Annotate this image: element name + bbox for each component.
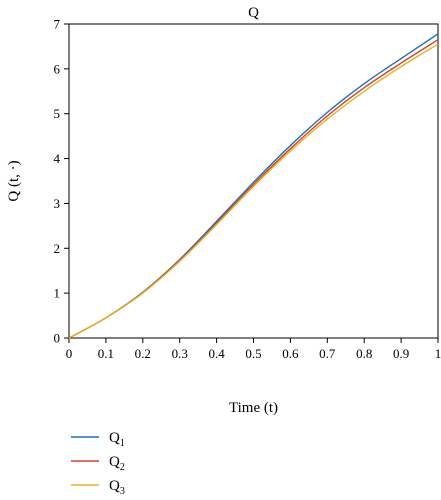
y-tick-label: 3 [54, 196, 61, 211]
y-axis-title: Q (t, ·) [6, 160, 22, 201]
x-tick-label: 1 [435, 346, 441, 361]
series-line-q3 [68, 43, 439, 339]
x-tick-label: 0.5 [245, 346, 261, 361]
x-tick-label: 0.7 [319, 346, 336, 361]
x-tick-label: 0.9 [393, 346, 409, 361]
legend-label-q1: Q1 [109, 430, 125, 449]
y-tick-label: 0 [54, 331, 61, 346]
y-tick-label: 6 [54, 61, 61, 76]
series-line-q2 [68, 39, 439, 339]
x-tick-label: 0.2 [135, 346, 151, 361]
x-axis-title: Time (t) [229, 400, 278, 416]
y-tick-label: 4 [54, 151, 61, 166]
legend-subscript: 3 [120, 486, 125, 497]
legend-subscript: 1 [120, 438, 125, 449]
legend-subscript: 2 [120, 462, 125, 473]
y-tick-label: 5 [54, 106, 61, 121]
legend-label-q2: Q2 [109, 454, 125, 473]
legend-label-q3: Q3 [109, 478, 125, 497]
x-tick-label: 0.3 [172, 346, 188, 361]
legend: Q1 Q2 Q3 [71, 430, 125, 497]
x-tick-label: 0 [66, 346, 73, 361]
x-tick-label: 0.8 [356, 346, 372, 361]
x-tick-label: 0.1 [98, 346, 114, 361]
y-tick-label: 2 [54, 241, 61, 256]
x-tick-label: 0.4 [208, 346, 225, 361]
y-tick-label: 7 [54, 17, 61, 32]
x-tick-label: 0.6 [282, 346, 299, 361]
y-tick-label: 1 [54, 286, 61, 301]
chart-title: Q [248, 5, 259, 21]
